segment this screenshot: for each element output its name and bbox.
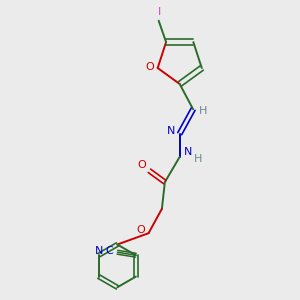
Text: N: N <box>167 126 176 136</box>
Text: C: C <box>105 246 113 256</box>
Text: H: H <box>199 106 208 116</box>
Text: N: N <box>95 246 103 256</box>
Text: H: H <box>194 154 202 164</box>
Text: N: N <box>184 147 192 158</box>
Text: I: I <box>158 8 161 17</box>
Text: O: O <box>145 61 154 71</box>
Text: O: O <box>138 160 146 170</box>
Text: O: O <box>137 225 146 235</box>
